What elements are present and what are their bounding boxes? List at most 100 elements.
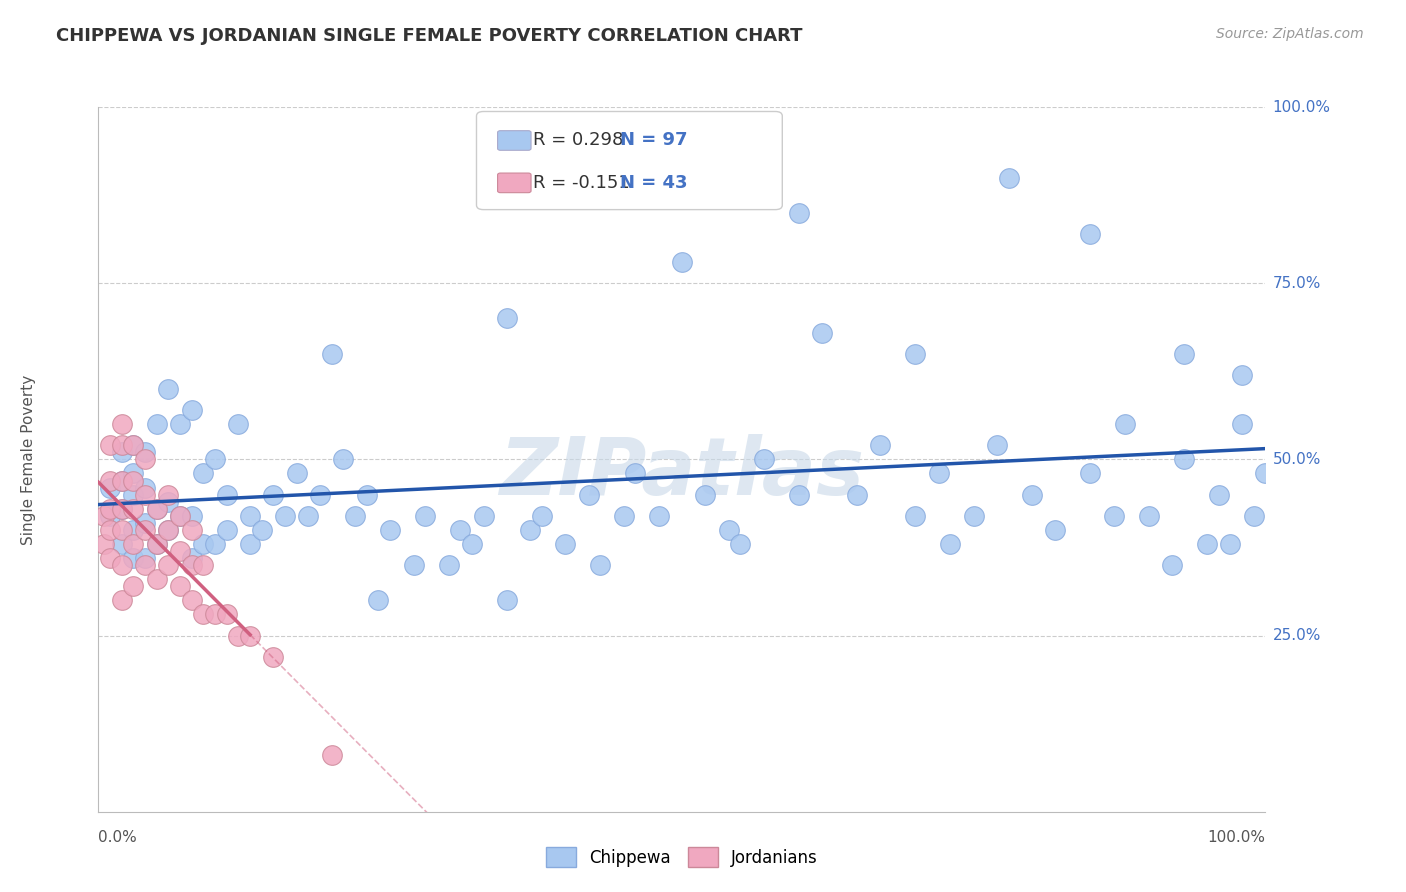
Point (146, 572, 169, 586)
Point (554, 537, 576, 551)
Point (146, 537, 169, 551)
Point (519, 523, 541, 537)
Point (1230, 417, 1253, 431)
Point (157, 487, 180, 501)
Point (134, 445, 156, 459)
Text: Single Female Poverty: Single Female Poverty (21, 375, 35, 544)
Point (297, 508, 319, 523)
Point (496, 593, 519, 607)
Point (157, 494, 180, 508)
Point (180, 523, 202, 537)
Text: 50.0%: 50.0% (1272, 452, 1320, 467)
Point (1114, 417, 1136, 431)
Point (1137, 508, 1160, 523)
Text: 75.0%: 75.0% (1272, 276, 1320, 291)
Point (111, 501, 134, 516)
Point (111, 537, 134, 551)
Text: R = 0.298: R = 0.298 (533, 131, 624, 150)
Point (928, 467, 950, 481)
Point (1080, 467, 1102, 481)
Text: N = 43: N = 43 (620, 174, 688, 192)
Point (98, 508, 121, 523)
Point (695, 487, 717, 501)
Point (939, 537, 962, 551)
Point (787, 487, 810, 501)
Point (111, 523, 134, 537)
Point (752, 452, 775, 467)
Point (204, 607, 226, 622)
Point (239, 508, 262, 523)
Point (962, 508, 984, 523)
Point (122, 467, 145, 481)
Point (146, 501, 169, 516)
Point (111, 474, 134, 488)
Point (169, 417, 191, 431)
Point (1173, 452, 1195, 467)
Point (274, 508, 297, 523)
Point (309, 487, 332, 501)
Point (122, 501, 145, 516)
Point (413, 508, 436, 523)
Point (98, 481, 121, 495)
Point (98, 438, 121, 452)
Point (624, 467, 647, 481)
Point (193, 537, 215, 551)
Point (402, 558, 425, 573)
Text: N = 97: N = 97 (620, 131, 688, 150)
Point (122, 523, 145, 537)
Point (239, 537, 262, 551)
Point (204, 452, 226, 467)
Point (204, 537, 226, 551)
Text: Source: ZipAtlas.com: Source: ZipAtlas.com (1216, 27, 1364, 41)
Point (169, 508, 191, 523)
Point (180, 593, 202, 607)
Point (111, 474, 134, 488)
Point (1173, 346, 1195, 360)
Point (111, 558, 134, 573)
Point (157, 523, 180, 537)
Point (472, 508, 495, 523)
Point (180, 551, 202, 566)
Point (461, 537, 484, 551)
Point (111, 417, 134, 431)
Point (1045, 523, 1067, 537)
Point (134, 487, 156, 501)
Point (134, 481, 156, 495)
Point (1161, 558, 1184, 573)
Point (180, 558, 202, 573)
Point (262, 649, 284, 664)
Text: ZIPatlas: ZIPatlas (499, 434, 865, 513)
Point (1254, 467, 1277, 481)
Point (367, 593, 389, 607)
Point (193, 607, 215, 622)
Point (98, 501, 121, 516)
Point (98, 551, 121, 566)
Point (496, 311, 519, 326)
Point (321, 346, 343, 360)
Point (146, 537, 169, 551)
Text: 25.0%: 25.0% (1272, 628, 1320, 643)
Point (904, 346, 927, 360)
Point (730, 537, 752, 551)
Point (122, 438, 145, 452)
Point (193, 467, 215, 481)
Point (356, 487, 378, 501)
Point (122, 438, 145, 452)
Point (111, 593, 134, 607)
Point (193, 558, 215, 573)
Point (1021, 487, 1043, 501)
Point (169, 544, 191, 558)
Point (986, 438, 1008, 452)
Point (904, 508, 927, 523)
Point (1208, 487, 1230, 501)
Text: 0.0%: 0.0% (98, 830, 138, 845)
Point (157, 523, 180, 537)
Point (215, 523, 238, 537)
Point (449, 523, 471, 537)
Point (321, 748, 343, 763)
Point (122, 474, 145, 488)
Text: R = -0.151: R = -0.151 (533, 174, 630, 192)
Point (811, 326, 834, 340)
Point (157, 558, 180, 573)
Point (157, 382, 180, 396)
